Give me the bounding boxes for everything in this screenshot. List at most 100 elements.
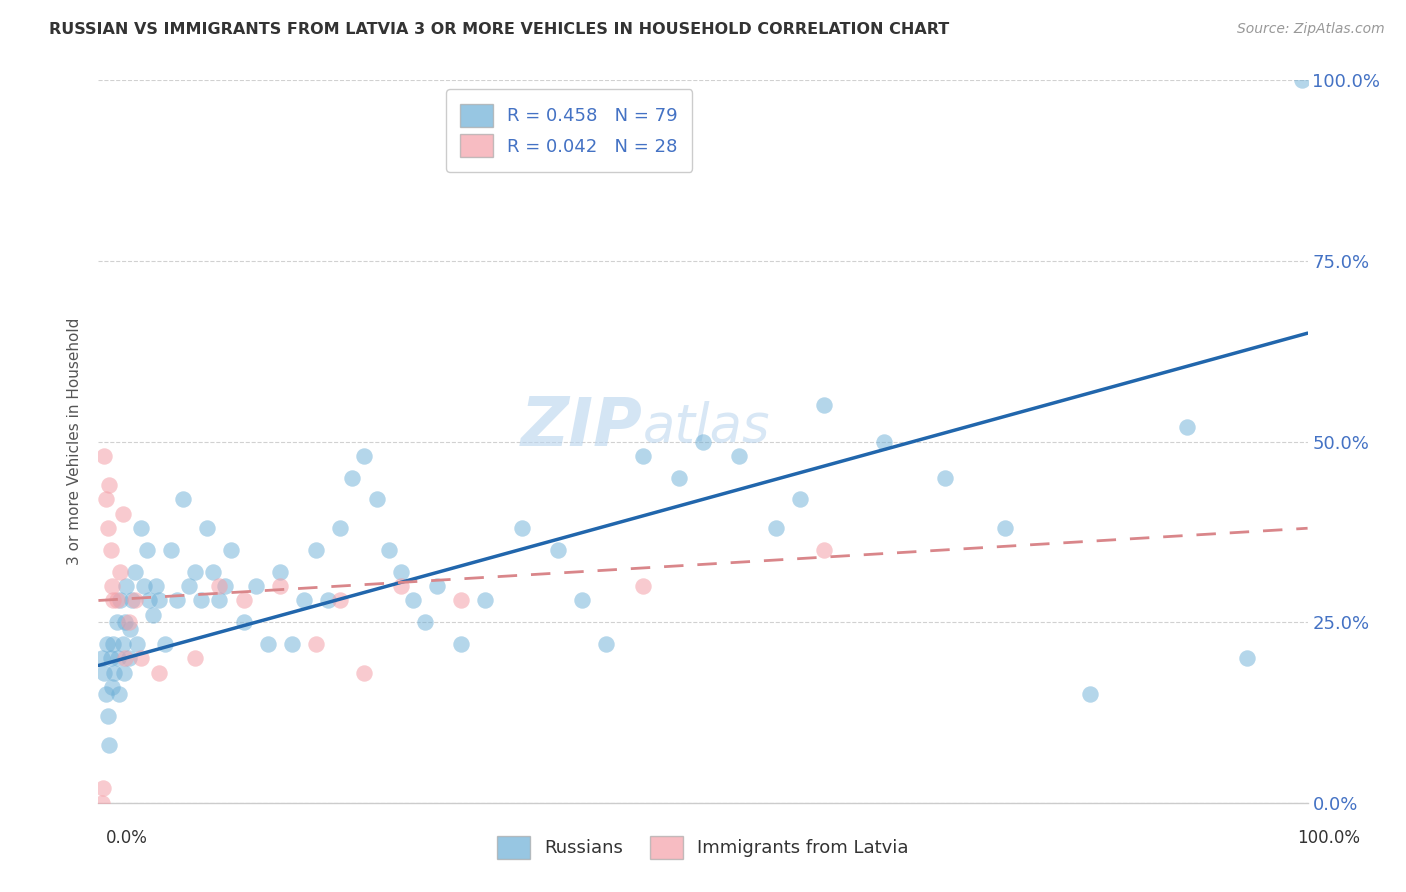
Point — [692, 434, 714, 449]
Point — [342, 471, 364, 485]
Point — [389, 565, 412, 579]
Point — [100, 651, 122, 665]
Point — [108, 565, 131, 579]
Point — [129, 521, 152, 535]
Point — [202, 565, 225, 579]
Point — [97, 521, 120, 535]
Point — [353, 449, 375, 463]
Point — [190, 593, 212, 607]
Point — [108, 687, 131, 701]
Point — [114, 615, 136, 630]
Point — [728, 449, 751, 463]
Point — [232, 615, 254, 630]
Point — [221, 542, 243, 557]
Point — [292, 593, 315, 607]
Point — [166, 593, 188, 607]
Point — [172, 492, 194, 507]
Point — [934, 471, 956, 485]
Text: 0.0%: 0.0% — [105, 829, 148, 847]
Point — [329, 521, 352, 535]
Point — [474, 593, 496, 607]
Point — [145, 579, 167, 593]
Point — [100, 579, 122, 593]
Point — [1291, 73, 1313, 87]
Point — [91, 781, 114, 796]
Point — [96, 637, 118, 651]
Point — [305, 637, 328, 651]
Point — [232, 593, 254, 607]
Point — [98, 738, 121, 752]
Legend: Russians, Immigrants from Latvia: Russians, Immigrants from Latvia — [491, 829, 915, 866]
Text: Source: ZipAtlas.com: Source: ZipAtlas.com — [1237, 22, 1385, 37]
Point — [121, 593, 143, 607]
Point — [108, 593, 131, 607]
Point — [94, 492, 117, 507]
Point — [124, 593, 146, 607]
Point — [510, 521, 533, 535]
Y-axis label: 3 or more Vehicles in Household: 3 or more Vehicles in Household — [67, 318, 83, 566]
Point — [256, 637, 278, 651]
Point — [195, 521, 218, 535]
Point — [100, 680, 122, 694]
Text: atlas: atlas — [643, 401, 770, 453]
Point — [1236, 651, 1258, 665]
Text: RUSSIAN VS IMMIGRANTS FROM LATVIA 3 OR MORE VEHICLES IN HOUSEHOLD CORRELATION CH: RUSSIAN VS IMMIGRANTS FROM LATVIA 3 OR M… — [49, 22, 949, 37]
Point — [208, 579, 231, 593]
Point — [571, 593, 593, 607]
Point — [118, 651, 141, 665]
Text: ZIP: ZIP — [520, 394, 643, 460]
Point — [281, 637, 304, 651]
Point — [91, 796, 114, 810]
Point — [377, 542, 399, 557]
Point — [789, 492, 811, 507]
Point — [100, 542, 122, 557]
Point — [124, 565, 146, 579]
Point — [329, 593, 352, 607]
Point — [118, 615, 141, 630]
Point — [208, 593, 231, 607]
Point — [135, 542, 157, 557]
Point — [103, 665, 125, 680]
Point — [245, 579, 267, 593]
Point — [107, 651, 129, 665]
Point — [179, 579, 201, 593]
Point — [94, 687, 117, 701]
Point — [105, 615, 128, 630]
Point — [98, 478, 121, 492]
Point — [138, 593, 160, 607]
Point — [160, 542, 183, 557]
Point — [547, 542, 569, 557]
Point — [994, 521, 1017, 535]
Point — [1175, 420, 1198, 434]
Point — [214, 579, 236, 593]
Point — [631, 449, 654, 463]
Point — [184, 651, 207, 665]
Point — [305, 542, 328, 557]
Point — [127, 637, 149, 651]
Point — [114, 651, 136, 665]
Point — [112, 665, 135, 680]
Point — [111, 507, 134, 521]
Point — [101, 637, 124, 651]
Point — [668, 471, 690, 485]
Point — [631, 579, 654, 593]
Point — [450, 593, 472, 607]
Point — [129, 651, 152, 665]
Point — [269, 579, 291, 593]
Point — [93, 665, 115, 680]
Point — [353, 665, 375, 680]
Text: 100.0%: 100.0% — [1298, 829, 1360, 847]
Point — [813, 398, 835, 412]
Point — [153, 637, 176, 651]
Point — [134, 579, 156, 593]
Point — [389, 579, 412, 593]
Point — [93, 449, 115, 463]
Point — [111, 637, 134, 651]
Point — [413, 615, 436, 630]
Point — [765, 521, 787, 535]
Point — [118, 623, 141, 637]
Point — [101, 593, 124, 607]
Point — [115, 579, 138, 593]
Point — [450, 637, 472, 651]
Point — [148, 593, 170, 607]
